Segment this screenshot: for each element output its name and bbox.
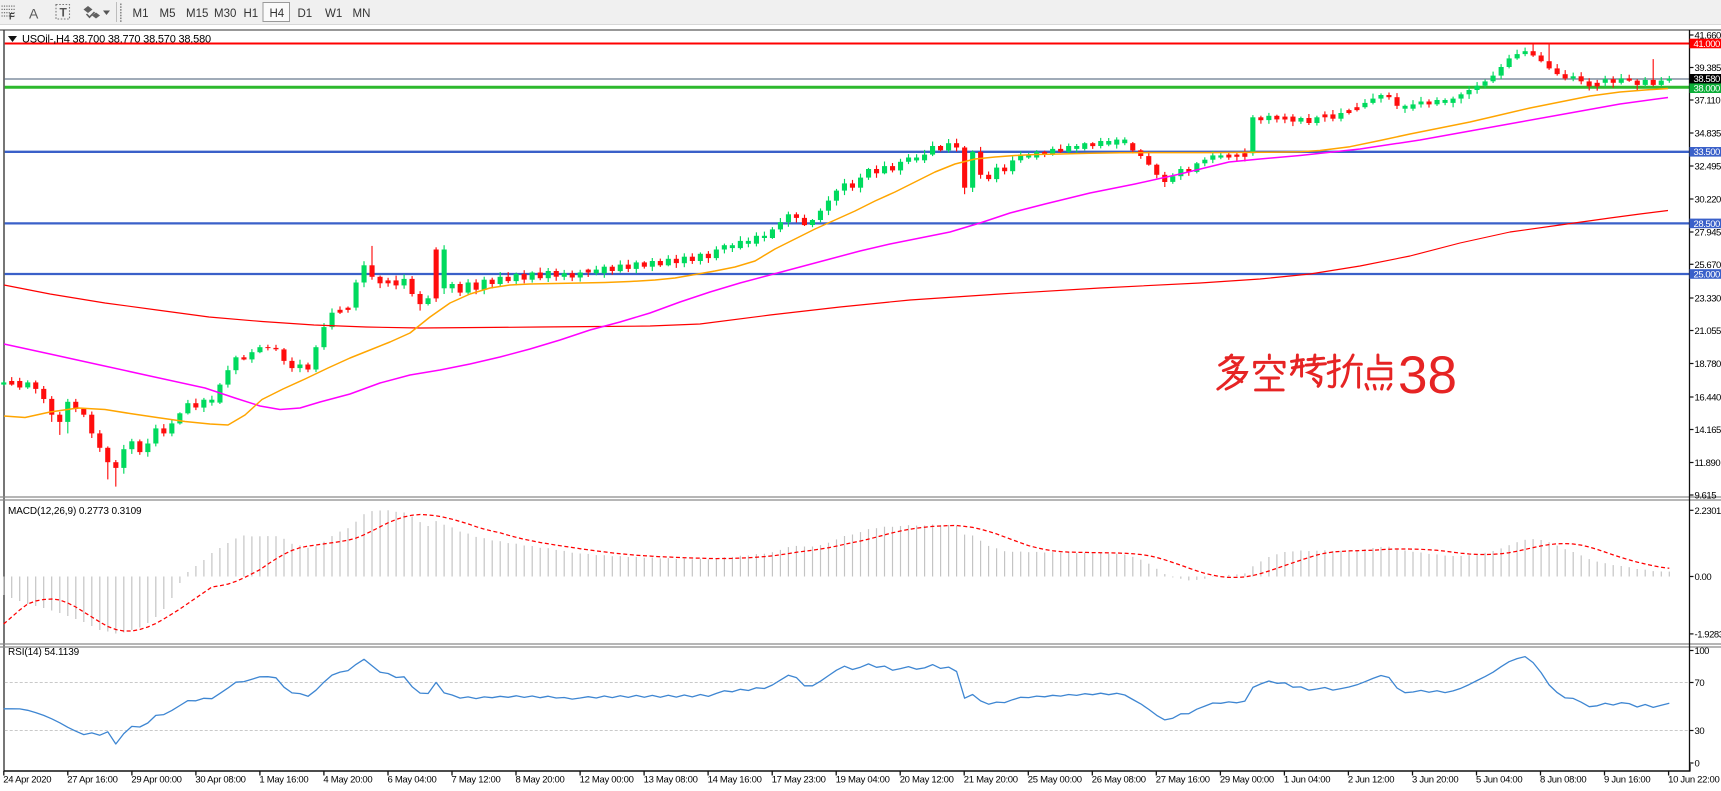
- svg-text:0.00: 0.00: [1695, 572, 1712, 583]
- svg-text:2 Jun 12:00: 2 Jun 12:00: [1348, 775, 1394, 786]
- svg-text:100: 100: [1695, 646, 1710, 657]
- svg-text:F: F: [9, 12, 15, 22]
- svg-text:5 Jun 04:00: 5 Jun 04:00: [1476, 775, 1522, 786]
- svg-text:23.330: 23.330: [1695, 294, 1721, 305]
- svg-text:9.615: 9.615: [1695, 491, 1717, 502]
- svg-text:14.165: 14.165: [1695, 425, 1721, 436]
- svg-text:M1: M1: [133, 8, 149, 20]
- svg-text:W1: W1: [325, 8, 342, 20]
- svg-text:30 Apr 08:00: 30 Apr 08:00: [195, 775, 245, 786]
- svg-text:25.000: 25.000: [1694, 269, 1721, 280]
- svg-text:1 May 16:00: 1 May 16:00: [259, 775, 308, 786]
- svg-text:19 May 04:00: 19 May 04:00: [836, 775, 890, 786]
- svg-text:8 Jun 08:00: 8 Jun 08:00: [1540, 775, 1586, 786]
- svg-text:39.385: 39.385: [1695, 63, 1721, 74]
- svg-text:26 May 08:00: 26 May 08:00: [1092, 775, 1146, 786]
- svg-text:0: 0: [1695, 759, 1700, 770]
- svg-text:M15: M15: [186, 8, 208, 20]
- svg-text:M5: M5: [160, 8, 176, 20]
- svg-text:30: 30: [1695, 726, 1705, 737]
- svg-text:H1: H1: [244, 8, 259, 20]
- svg-text:27 May 16:00: 27 May 16:00: [1156, 775, 1210, 786]
- svg-text:7 May 12:00: 7 May 12:00: [452, 775, 501, 786]
- svg-text:29 May 00:00: 29 May 00:00: [1220, 775, 1274, 786]
- svg-text:3 Jun 20:00: 3 Jun 20:00: [1412, 775, 1458, 786]
- svg-text:27 Apr 16:00: 27 Apr 16:00: [67, 775, 117, 786]
- svg-text:MACD(12,26,9) 0.2773 0.3109: MACD(12,26,9) 0.2773 0.3109: [8, 506, 142, 517]
- svg-text:38: 38: [1398, 346, 1457, 405]
- svg-text:A: A: [29, 6, 39, 22]
- svg-text:16.440: 16.440: [1695, 393, 1721, 404]
- svg-text:10 Jun 22:00: 10 Jun 22:00: [1668, 775, 1719, 786]
- svg-text:18.780: 18.780: [1695, 359, 1721, 370]
- svg-text:USOil-,H4 38.700 38.770 38.57: USOil-,H4 38.700 38.770 38.570 38.580: [22, 34, 211, 46]
- svg-text:T: T: [60, 6, 68, 20]
- svg-text:-1.9283: -1.9283: [1695, 629, 1721, 640]
- svg-text:D1: D1: [298, 8, 313, 20]
- svg-text:12 May 00:00: 12 May 00:00: [580, 775, 634, 786]
- svg-text:37.110: 37.110: [1695, 96, 1721, 107]
- svg-text:M30: M30: [214, 8, 236, 20]
- svg-text:27.945: 27.945: [1695, 228, 1721, 239]
- svg-text:38.580: 38.580: [1694, 74, 1721, 85]
- svg-text:25 May 00:00: 25 May 00:00: [1028, 775, 1082, 786]
- svg-text:30.220: 30.220: [1695, 195, 1721, 206]
- svg-text:H4: H4: [270, 8, 285, 20]
- svg-text:4 May 20:00: 4 May 20:00: [323, 775, 372, 786]
- svg-text:32.495: 32.495: [1695, 162, 1721, 173]
- svg-text:38.000: 38.000: [1694, 84, 1721, 95]
- svg-text:34.835: 34.835: [1695, 129, 1721, 140]
- svg-text:11.890: 11.890: [1695, 458, 1721, 469]
- svg-text:21 May 20:00: 21 May 20:00: [964, 775, 1018, 786]
- svg-text:41.000: 41.000: [1694, 39, 1721, 50]
- svg-text:24 Apr 2020: 24 Apr 2020: [3, 775, 51, 786]
- svg-text:20 May 12:00: 20 May 12:00: [900, 775, 954, 786]
- svg-text:13 May 08:00: 13 May 08:00: [644, 775, 698, 786]
- svg-text:41.660: 41.660: [1695, 31, 1721, 42]
- svg-text:MN: MN: [353, 8, 371, 20]
- svg-text:RSI(14) 54.1139: RSI(14) 54.1139: [8, 647, 80, 658]
- svg-text:14 May 16:00: 14 May 16:00: [708, 775, 762, 786]
- svg-text:28.500: 28.500: [1694, 219, 1721, 230]
- svg-text:29 Apr 00:00: 29 Apr 00:00: [131, 775, 181, 786]
- svg-text:70: 70: [1695, 678, 1705, 689]
- svg-text:2.2301: 2.2301: [1695, 506, 1721, 517]
- svg-text:25.670: 25.670: [1695, 260, 1721, 271]
- svg-text:8 May 20:00: 8 May 20:00: [516, 775, 565, 786]
- svg-text:21.055: 21.055: [1695, 326, 1721, 337]
- svg-text:9 Jun 16:00: 9 Jun 16:00: [1604, 775, 1650, 786]
- svg-text:33.500: 33.500: [1694, 147, 1721, 158]
- svg-text:17 May 23:00: 17 May 23:00: [772, 775, 826, 786]
- svg-text:1 Jun 04:00: 1 Jun 04:00: [1284, 775, 1330, 786]
- svg-text:6 May 04:00: 6 May 04:00: [388, 775, 437, 786]
